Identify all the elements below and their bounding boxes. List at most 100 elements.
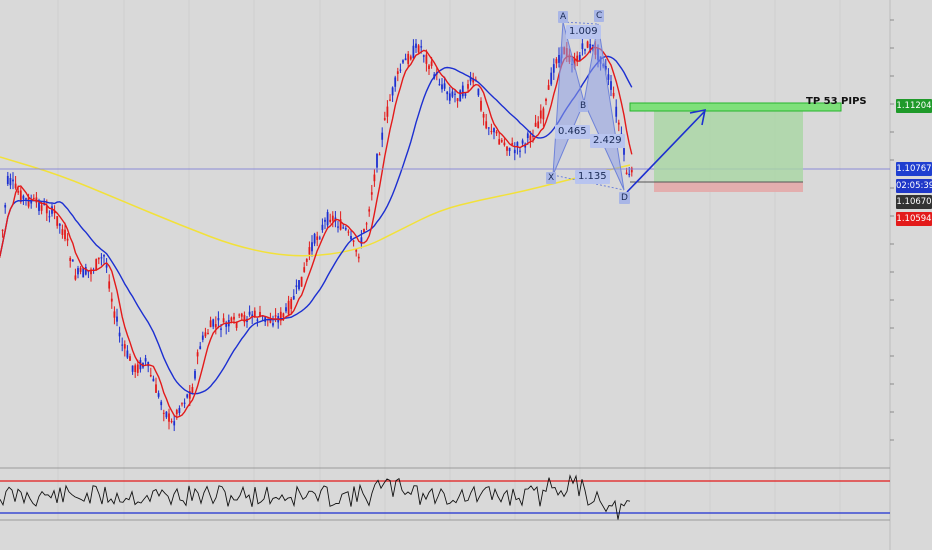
candle-body — [467, 84, 469, 89]
candle-body — [170, 421, 173, 423]
candle-body — [84, 267, 87, 275]
candle-body — [441, 84, 443, 90]
candle-body — [326, 212, 329, 226]
candle-body — [295, 285, 298, 288]
ratio-label-xb: 0.465 — [555, 125, 590, 139]
candle-body — [298, 280, 300, 290]
candle-body — [578, 54, 581, 61]
candle-body — [339, 219, 342, 230]
candle-body — [529, 135, 532, 141]
candle-body — [485, 121, 488, 129]
candle-body — [160, 401, 163, 406]
candle-body — [186, 394, 189, 398]
candle-body — [82, 268, 85, 278]
candle-body — [149, 375, 152, 377]
candle-body — [207, 332, 209, 334]
ratio-label-xd: 1.135 — [575, 170, 610, 184]
candle-body — [123, 344, 126, 349]
take-profit-price-tag: 1.11204 — [896, 99, 932, 113]
candle-body — [508, 147, 511, 152]
candle-body — [235, 322, 238, 328]
candle-body — [71, 259, 74, 262]
candle-body — [545, 98, 547, 102]
candle-body — [391, 87, 394, 96]
candle-body — [110, 298, 113, 302]
candle-body — [355, 249, 358, 252]
candle-body — [521, 140, 524, 144]
candle-body — [196, 352, 199, 357]
candle-body — [477, 88, 480, 96]
candle-body — [178, 408, 181, 413]
candle-body — [152, 378, 155, 382]
pattern-point-b: B — [578, 100, 589, 112]
candle-body — [412, 45, 415, 59]
candle-body — [188, 391, 191, 399]
candle-body — [347, 231, 350, 233]
candle-body — [630, 167, 633, 173]
candle-body — [38, 202, 40, 212]
candle-body — [625, 172, 628, 175]
candle-body — [490, 131, 493, 133]
candle-body — [194, 370, 196, 379]
candle-body — [498, 139, 501, 145]
candle-body — [77, 268, 79, 275]
candle-body — [9, 178, 12, 186]
candle-body — [409, 56, 412, 60]
candle-body — [79, 267, 82, 272]
candle-body — [446, 91, 449, 95]
candle-body — [513, 149, 516, 154]
candle-body — [617, 122, 620, 125]
candle-body — [500, 140, 503, 142]
candle-body — [586, 41, 589, 48]
candle-body — [558, 54, 560, 63]
entry-price-tag: 1.10670 — [896, 195, 932, 209]
pattern-point-c: C — [594, 10, 605, 22]
candle-body — [222, 318, 225, 323]
candle-body — [116, 316, 118, 322]
candle-body — [399, 69, 402, 71]
candle-body — [487, 127, 490, 129]
candle-body — [352, 240, 355, 242]
candle-body — [318, 237, 321, 239]
candle-body — [131, 365, 134, 372]
candle-body — [27, 197, 30, 207]
candle-body — [482, 114, 485, 118]
candle-body — [493, 128, 495, 133]
pattern-point-x: X — [546, 172, 557, 184]
oscillator-line — [0, 474, 631, 520]
candle-body — [282, 313, 285, 318]
candle-body — [552, 64, 555, 73]
candle-body — [365, 223, 368, 225]
candle-body — [532, 136, 534, 138]
candle-body — [464, 93, 467, 96]
candle-body — [503, 142, 506, 146]
candle-body — [144, 358, 147, 362]
candle-body — [279, 311, 282, 321]
candle-body — [451, 91, 454, 97]
candle-body — [199, 346, 202, 350]
pattern-triangle-xab — [552, 21, 585, 176]
candle-body — [165, 411, 168, 418]
candle-body — [108, 281, 111, 289]
candle-body — [64, 229, 66, 240]
candle-body — [253, 310, 256, 317]
candle-body — [14, 183, 17, 189]
take-profit-label: TP 53 PIPS — [806, 96, 867, 107]
candle-body — [363, 228, 365, 233]
candle-body — [95, 259, 98, 271]
candle-body — [90, 270, 92, 275]
stop-loss-price-tag: 1.10594 — [896, 212, 932, 226]
candle-body — [402, 60, 404, 63]
candle-body — [139, 360, 142, 370]
candle-body — [628, 173, 631, 176]
moving-average-yellow — [0, 156, 631, 257]
candle-body — [516, 142, 519, 148]
candle-body — [321, 224, 324, 231]
candle-body — [394, 77, 397, 87]
candle-body — [126, 350, 129, 358]
candle-body — [337, 226, 339, 228]
candle-body — [66, 238, 69, 241]
candle-body — [420, 46, 423, 48]
candle-body — [417, 45, 420, 53]
